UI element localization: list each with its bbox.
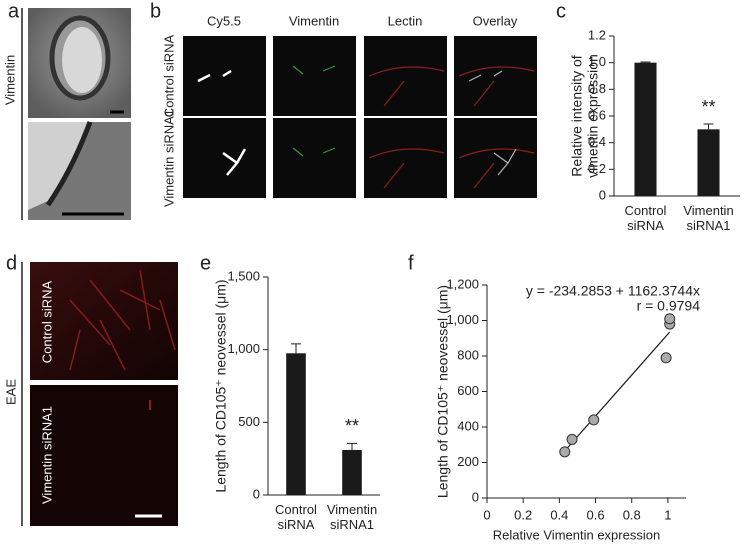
vessel: [458, 148, 535, 189]
x-tick-label: 1: [664, 507, 671, 522]
vessel: [368, 148, 445, 189]
column-header: Cy5.5: [207, 13, 241, 28]
y-tick-label: 500: [238, 414, 260, 429]
y-tick-label: 0.4: [588, 134, 606, 149]
vessel: [458, 66, 535, 107]
signal: [458, 66, 535, 107]
x-tick-label: 0.2: [514, 507, 532, 522]
signal: [292, 65, 336, 75]
vessel: [368, 66, 445, 107]
y-tick-label: 0: [472, 489, 479, 504]
y-tick-label: 1,200: [446, 276, 479, 291]
panel-label: b: [150, 0, 161, 22]
micrograph: [30, 262, 178, 380]
panel-label: d: [6, 252, 17, 274]
panel-label: c: [556, 0, 566, 22]
error-bar: [703, 123, 714, 130]
y-tick-label: 0.6: [588, 107, 606, 122]
annotation: y = -234.2853 + 1162.3744x: [526, 283, 700, 299]
signal: [292, 147, 336, 157]
bar: [342, 449, 362, 495]
row-label: Control siRNA: [161, 34, 176, 117]
error-bar: [347, 442, 357, 450]
panel-label: e: [200, 252, 211, 274]
panel-label: a: [8, 0, 20, 22]
vessel: [292, 65, 336, 75]
y-tick-label: 0: [599, 187, 606, 202]
bar: [697, 129, 720, 196]
signal: [458, 148, 535, 189]
micrograph: [273, 118, 356, 198]
y-axis-title: Length of CD105⁺ neovessel (μm): [213, 279, 229, 492]
x-tick-label: 0: [483, 507, 490, 522]
row-label: Vimentin: [2, 55, 17, 105]
y-axis-title: Relative intensity of: [569, 55, 585, 177]
y-tick-label: 600: [457, 383, 479, 398]
column-header: Lectin: [388, 13, 423, 28]
micrograph: [454, 36, 537, 116]
vessel-wall: [45, 121, 93, 207]
micrograph: [364, 36, 447, 116]
cell: [197, 69, 232, 83]
y-axis-title: vimentin expression: [585, 54, 601, 178]
fit-line: [564, 331, 671, 452]
row-label: Vimentin siRNA1: [39, 406, 54, 504]
row-label: Vimentin siRNA1: [161, 109, 176, 207]
signal: [197, 69, 232, 83]
micrograph: [364, 118, 447, 198]
y-tick-label: 0: [253, 486, 260, 501]
cell: [468, 70, 503, 82]
y-axis-title: Length of CD105⁺ neovessel (μm): [435, 285, 451, 498]
y-tick-label: 1,500: [227, 268, 260, 283]
cell: [493, 148, 517, 176]
x-tick-label: 0.6: [587, 507, 605, 522]
x-tick-label: Vimentin siRNA1: [683, 203, 733, 233]
y-tick-label: 0.2: [588, 161, 606, 176]
x-tick-label: Control siRNA: [625, 203, 667, 233]
micrograph: [454, 118, 537, 198]
bar: [634, 62, 657, 196]
point: [660, 352, 672, 364]
x-tick-label: Control siRNA: [275, 502, 317, 532]
point: [664, 313, 676, 325]
x-tick-label: 0.4: [550, 507, 568, 522]
bar: [286, 353, 306, 495]
significance: **: [345, 416, 359, 436]
micrograph: [183, 118, 266, 198]
signal: [222, 148, 247, 176]
y-tick-label: 0.8: [588, 81, 606, 96]
lumen: [62, 27, 102, 93]
y-tick-label: 1.2: [588, 27, 606, 42]
vessel: [292, 147, 336, 157]
y-tick-label: 1,000: [446, 312, 479, 327]
annotation: r = 0.9794: [637, 298, 701, 314]
y-tick-label: 1.0: [588, 54, 606, 69]
row-label: EAE: [3, 379, 18, 405]
x-axis-title: Relative Vimentin expression: [493, 527, 660, 542]
point: [588, 414, 600, 426]
error-bar: [640, 61, 651, 63]
row-label: Control siRNA: [39, 280, 54, 363]
panel-label: f: [408, 252, 414, 274]
cell: [222, 148, 247, 176]
column-header: Vimentin: [289, 13, 339, 28]
micrograph: [273, 36, 356, 116]
error-bar: [291, 343, 301, 354]
y-tick-label: 200: [457, 454, 479, 469]
signal: [368, 148, 445, 189]
micrograph: [30, 385, 178, 526]
column-header: Overlay: [473, 13, 518, 28]
lumen: [28, 122, 90, 210]
x-tick-label: Vimentin siRNA1: [327, 502, 377, 532]
x-tick-label: 0.8: [623, 507, 641, 522]
y-tick-label: 400: [457, 418, 479, 433]
significance: **: [701, 97, 715, 117]
vessels: [69, 269, 176, 371]
point: [566, 433, 578, 445]
signal: [368, 66, 445, 107]
y-tick-label: 800: [457, 347, 479, 362]
y-tick-label: 1,000: [227, 341, 260, 356]
point: [559, 446, 571, 458]
